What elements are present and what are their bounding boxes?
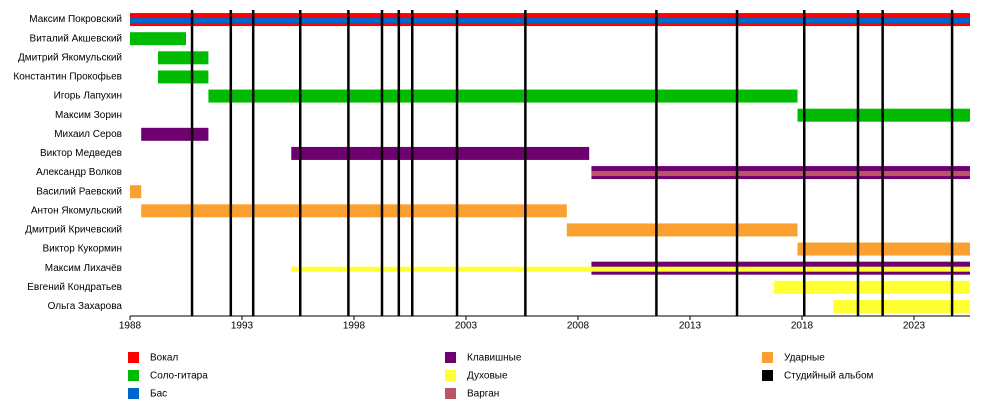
tenure-bar	[291, 266, 970, 272]
member-label: Александр Волков	[36, 167, 122, 178]
tenure-bar	[158, 70, 209, 84]
x-tick-label: 2018	[791, 321, 814, 332]
tenure-bar	[208, 89, 798, 103]
legend-swatch	[762, 352, 773, 363]
x-tick-label: 2023	[903, 321, 926, 332]
tenure-bar	[141, 204, 567, 218]
member-label: Евгений Кондратьев	[27, 282, 122, 293]
member-label: Василий Раевский	[36, 186, 122, 197]
tenure-bar	[566, 223, 798, 237]
legend-label: Соло-гитара	[150, 371, 208, 382]
legend-label: Клавишные	[467, 353, 522, 364]
x-tick-label: 1998	[343, 321, 366, 332]
x-tick-label: 2013	[679, 321, 702, 332]
legend-swatch	[128, 352, 139, 363]
legend-label: Бас	[150, 389, 167, 400]
member-label: Дмитрий Кричевский	[25, 225, 122, 236]
member-label: Максим Покровский	[29, 14, 122, 25]
legend-swatch	[762, 370, 773, 381]
member-label: Игорь Лапухин	[54, 91, 122, 102]
tenure-bar	[291, 146, 590, 160]
tenure-bar	[833, 299, 970, 313]
member-label: Виктор Медведев	[40, 148, 122, 159]
member-label: Дмитрий Якомульский	[18, 52, 122, 63]
member-label: Максим Лихачёв	[45, 263, 122, 274]
legend-label: Вокал	[150, 353, 178, 364]
x-tick-label: 2003	[455, 321, 478, 332]
tenure-bar	[130, 32, 186, 46]
legend-swatch	[128, 388, 139, 399]
member-label: Ольга Захарова	[48, 301, 123, 312]
member-label: Константин Прокофьев	[13, 71, 122, 83]
tenure-bar	[158, 51, 209, 65]
member-label: Виталий Акшевский	[30, 33, 122, 44]
tenure-bar	[141, 127, 209, 141]
tenure-bar	[130, 185, 142, 199]
member-label: Виктор Кукормин	[42, 244, 122, 255]
legend-label: Варган	[467, 389, 499, 400]
tenure-bar	[774, 280, 970, 294]
legend-swatch	[128, 370, 139, 381]
member-label: Максим Зорин	[55, 110, 122, 121]
member-label: Антон Якомульский	[31, 205, 122, 216]
x-tick-label: 1988	[119, 321, 142, 332]
legend-label: Студийный альбом	[784, 370, 874, 382]
legend-label: Духовые	[467, 371, 508, 382]
tenure-bar	[591, 171, 970, 177]
legend-swatch	[445, 352, 456, 363]
x-tick-label: 1993	[231, 321, 254, 332]
legend-swatch	[445, 388, 456, 399]
legend-swatch	[445, 370, 456, 381]
legend-label: Ударные	[784, 353, 825, 364]
tenure-bar	[130, 18, 970, 24]
x-tick-label: 2008	[567, 321, 590, 332]
member-label: Михаил Серов	[54, 129, 122, 140]
